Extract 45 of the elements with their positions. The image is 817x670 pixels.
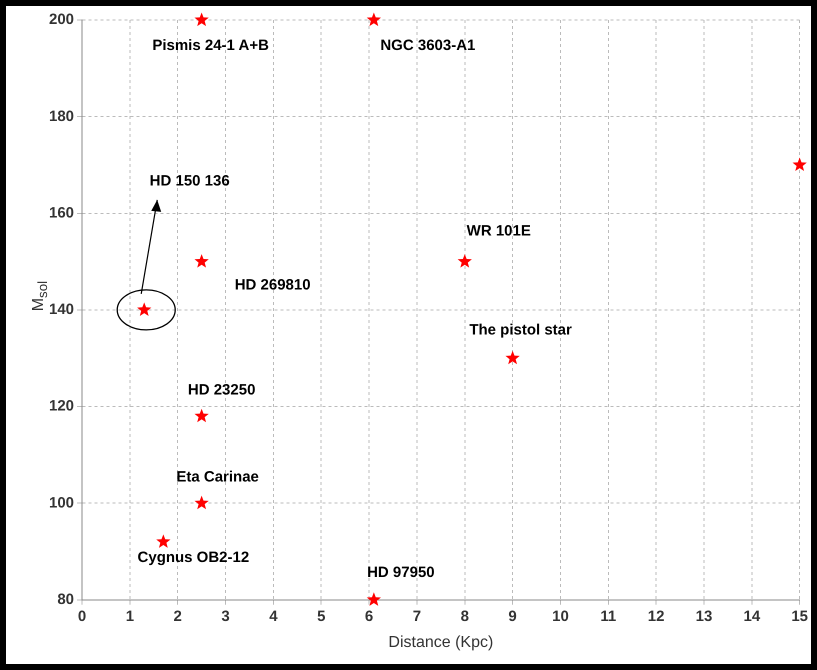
x-tick-label: 8 [460,608,469,625]
point [792,157,807,172]
annotation: NGC 3603-A1 [380,37,476,54]
x-tick-label: 15 [791,608,808,625]
annotation: HD 150 136 [150,172,230,190]
x-tick-label: 10 [552,608,569,625]
x-tick-label: 11 [600,608,616,625]
annotation: HD 269810 [234,276,311,294]
x-tick-label: 12 [648,608,664,625]
x-tick-label: 13 [696,608,712,625]
point [505,350,520,364]
annotation: Pismis 24-1 A+B [152,37,270,54]
y-tick-label: 100 [48,494,74,512]
x-tick-label: 0 [78,608,86,625]
x-tick-label: 6 [364,608,374,625]
point [194,12,209,26]
x-tick-label: 14 [743,608,761,625]
y-tick-label: 80 [57,590,74,608]
annotation: HD 97950 [367,564,435,581]
x-tick-label: 2 [174,608,182,625]
annotation: HD 23250 [188,381,256,398]
point [458,254,472,268]
annotation: WR 101E [466,222,531,240]
y-tick-label: 200 [48,11,74,28]
point [194,408,209,422]
y-tick-label: 120 [48,398,74,415]
y-tick-label: 180 [48,108,74,125]
x-tick-label: 3 [221,608,230,625]
x-tick-label: 5 [317,608,326,625]
point [366,592,381,606]
point [194,496,209,510]
point [156,534,170,548]
x-tick-label: 1 [126,608,134,625]
x-tick-label: 9 [508,608,517,625]
annotation: Eta Carinae [176,468,259,486]
x-axis-title: Distance (Kpc) [388,634,494,651]
x-tick-label: 7 [412,608,422,625]
y-tick-label: 140 [48,301,74,318]
y-tick-label: 160 [48,204,74,222]
x-tick-label: 4 [269,608,278,625]
annotation: Cygnus OB2-12 [138,548,250,566]
annotation: The pistol star [469,321,572,338]
point [137,302,152,316]
point [194,254,209,268]
point [366,12,381,26]
